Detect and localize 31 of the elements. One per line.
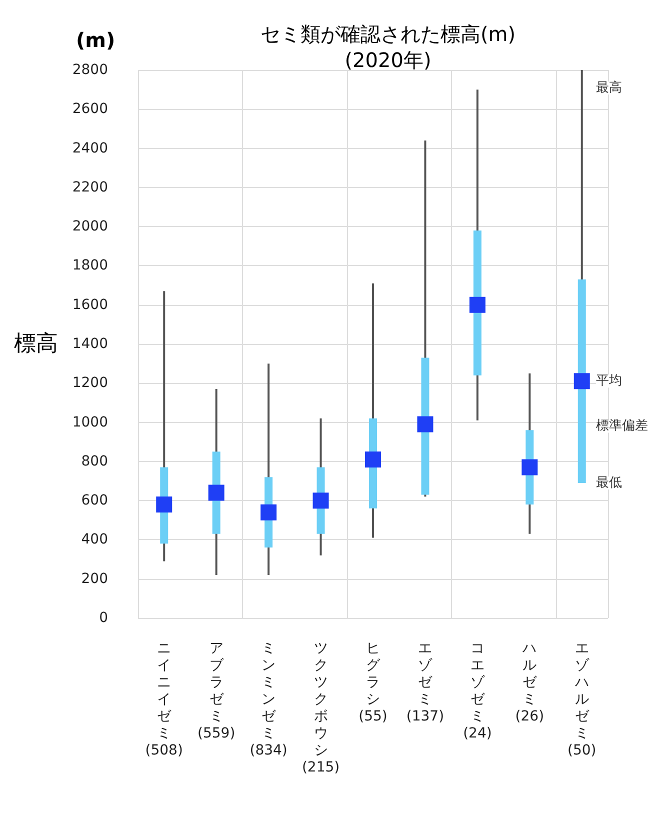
y-tick-label: 1800	[72, 258, 108, 274]
y-tick-label: 2600	[72, 101, 108, 118]
y-tick-label: 1200	[72, 375, 108, 392]
x-tick-label: ハルゼミ (26)	[515, 640, 544, 724]
y-tick-label: 2800	[72, 62, 108, 78]
x-tick-label: ツクツクボウシ (215)	[302, 640, 340, 776]
annotation: 標準偏差	[596, 418, 648, 434]
y-tick-label: 2200	[72, 179, 108, 196]
annotation: 平均	[596, 374, 622, 389]
y-axis-title: 標高	[14, 332, 58, 356]
y-tick-label: 1400	[72, 336, 108, 352]
annotation: 最低	[596, 475, 622, 490]
x-tick-label: コエゾゼミ (24)	[463, 640, 492, 742]
y-tick-label: 1600	[72, 296, 108, 313]
y-tick-label: 1000	[72, 414, 108, 430]
y-tick-label: 200	[81, 570, 108, 587]
x-tick-label: エゾハルゼミ (50)	[568, 640, 596, 758]
y-tick-label: 400	[81, 532, 108, 548]
x-tick-label: ヒグラシ (55)	[358, 640, 388, 724]
chart-title: セミ類が確認された標高(m) (2020年)	[260, 22, 516, 72]
y-tick-label: 0	[99, 610, 108, 626]
x-tick-label: エゾゼミ (137)	[406, 640, 444, 724]
y-tick-label: 2400	[72, 140, 108, 156]
x-tick-label: アブラゼミ (559)	[198, 640, 236, 742]
y-tick-label: 800	[81, 453, 108, 470]
text: (m)	[76, 28, 116, 52]
y-tick-label: 2000	[72, 218, 108, 235]
x-tick-label: ニイニイゼミ (508)	[145, 640, 183, 758]
x-tick-label: ミンミンゼミ (834)	[250, 640, 288, 758]
y-tick-label: 600	[81, 492, 108, 509]
annotation: 最高	[596, 80, 622, 96]
